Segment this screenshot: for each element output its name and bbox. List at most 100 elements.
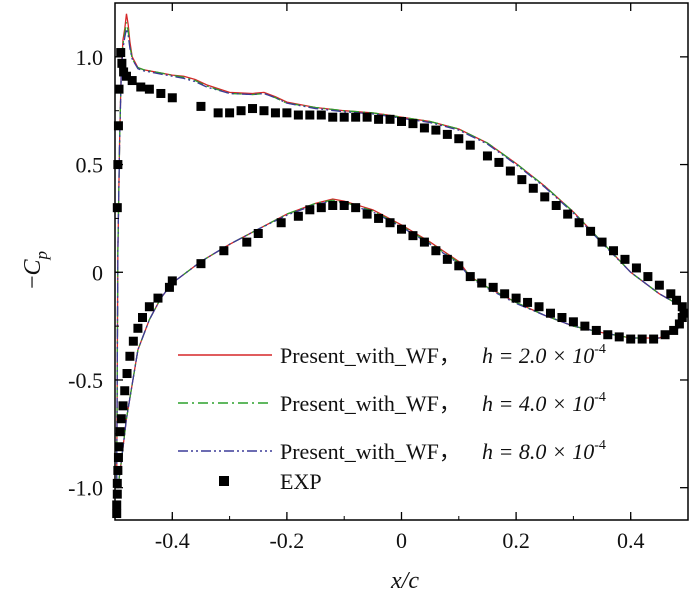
exp-point [482,151,492,161]
series-3-upper-line [116,28,687,477]
exp-point [167,93,177,103]
x-tick-label: -0.2 [269,528,304,553]
exp-point [114,84,124,94]
exp-point [385,218,395,228]
exp-point [603,330,613,340]
series-2-upper-line [116,22,687,477]
exp-point [112,509,122,519]
exp-point [626,334,636,344]
legend-entry-2-name: Present_with_WF [280,391,439,416]
y-tick-label: 1.0 [76,45,104,70]
exp-point [144,84,154,94]
exp-point [551,200,561,210]
legend-entry-3-h: h = 8.0 × 10 [482,439,594,464]
exp-point [374,213,384,223]
exp-point [500,289,510,299]
exp-point [534,302,544,312]
exp-point [465,272,475,282]
exp-point [118,401,128,411]
exp-point [545,308,555,318]
exp-point [112,489,122,499]
exp-point [454,134,464,144]
exp-point [643,272,653,282]
exp-point [649,334,659,344]
exp-point [654,280,664,290]
exp-point [119,67,129,77]
legend-entry-1: Present_with_WF， h = 2.0 × 10-4 [280,342,606,368]
exp-point [113,465,123,475]
legend-entry-2-exp: -4 [594,390,606,405]
exp-point [374,114,384,124]
exp-point [362,112,372,122]
x-tick-label: 0 [396,528,407,553]
legend-entry-exp: EXP [280,469,322,494]
exp-point [385,114,395,124]
y-tick-label: -1.0 [68,476,103,501]
exp-point [494,157,504,167]
x-tick-label: 0.4 [617,528,645,553]
exp-point [408,119,418,129]
exp-point [419,123,429,133]
exp-point [305,205,315,215]
legend-entry-1-h: h = 2.0 × 10 [482,343,594,368]
exp-point [328,112,338,122]
exp-point [517,175,527,185]
exp-point [679,308,689,318]
exp-point [113,453,123,463]
exp-point [586,226,596,236]
y-axis-label-prefix: − [20,275,46,289]
legend: Present_with_WF， h = 2.0 × 10-4 Present_… [178,342,606,494]
legend-entry-1-exp: -4 [594,342,606,357]
exp-point [362,209,372,219]
legend-entry-1-name: Present_with_WF [280,343,439,368]
exp-point [351,203,361,213]
exp-point [528,183,538,193]
exp-point [574,218,584,228]
exp-point [115,427,125,437]
exp-point [511,293,521,303]
exp-point [351,112,361,122]
exp-point [248,104,258,114]
exp-point [153,293,163,303]
y-axis-label: −Cp [20,251,51,289]
legend-entry-3: Present_with_WF， h = 8.0 × 10-4 [280,438,606,464]
exp-point [339,112,349,122]
exp-point [259,106,269,116]
exp-point [677,302,687,312]
data-layer [112,13,689,519]
exp-point [125,351,135,361]
legend-entry-2-h: h = 4.0 × 10 [482,391,594,416]
exp-point [609,246,619,256]
y-tick-label: -0.5 [68,368,103,393]
exp-point [431,246,441,256]
exp-point [523,297,533,307]
exp-point [236,106,246,116]
legend-entry-3-exp: -4 [594,438,606,453]
exp-point [219,246,229,256]
exp-point [408,231,418,241]
exp-point [568,317,578,327]
exp-point [672,295,682,305]
exp-point [397,116,406,126]
legend-entry-2: Present_with_WF， h = 4.0 × 10-4 [280,390,606,416]
exp-point [637,334,647,344]
y-tick-label: 0 [92,260,103,285]
exp-point [112,500,122,510]
exp-point [114,442,124,452]
exp-point [276,218,286,228]
exp-point [116,48,126,58]
exp-point [270,108,280,118]
exp-point [293,211,303,221]
exp-point [112,478,122,488]
exp-point [316,203,326,213]
exp-point [669,325,679,335]
axes-layer: -0.4 -0.2 0 0.2 0.4 1.0 0.5 0 -0.5 -1.0 [68,2,689,553]
exp-point [442,254,452,264]
exp-point [156,88,166,98]
exp-point [477,278,487,288]
exp-point [674,319,684,329]
exp-point [591,325,601,335]
legend-entry-3-name: Present_with_WF [280,439,439,464]
exp-point [540,192,550,202]
exp-point [557,313,567,323]
